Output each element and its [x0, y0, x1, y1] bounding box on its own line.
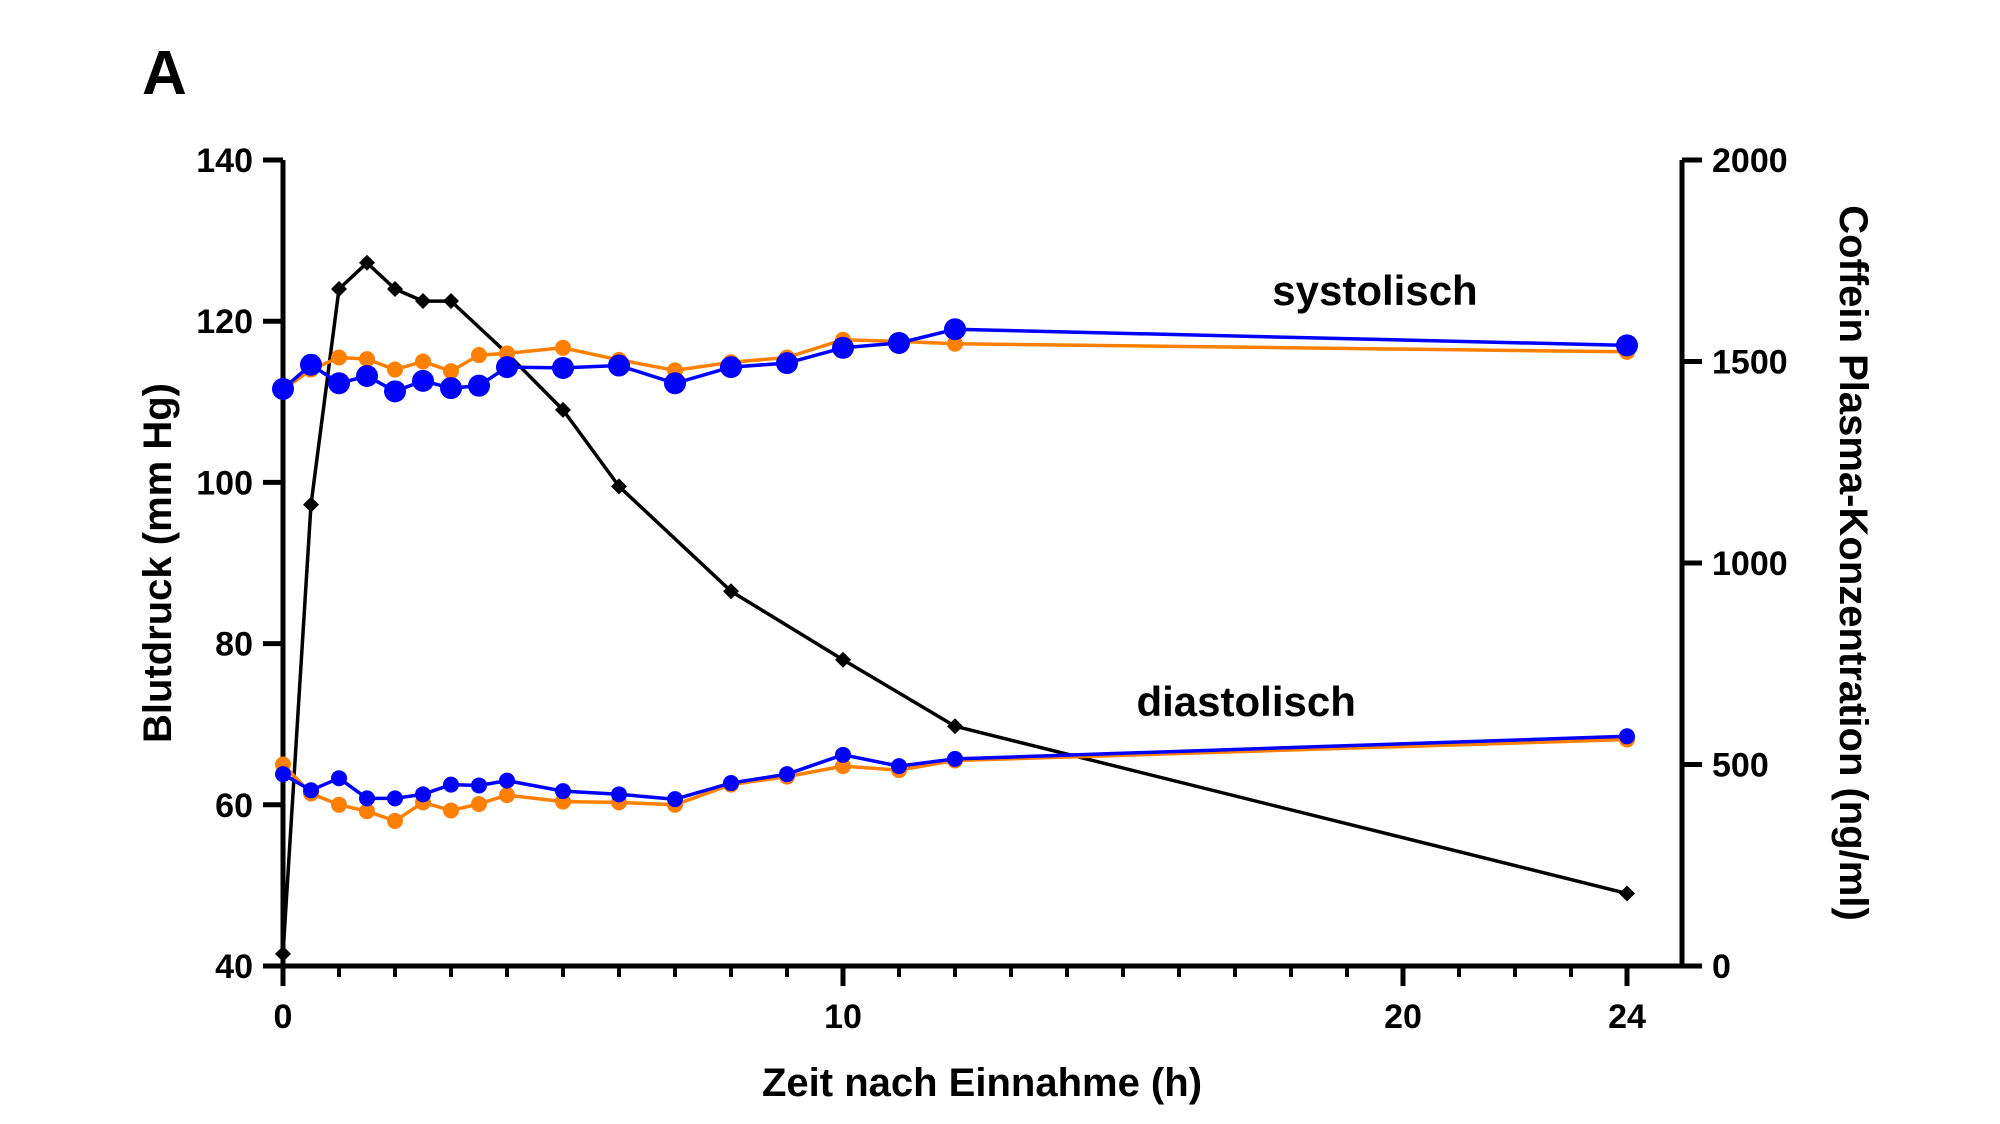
data-point — [443, 363, 459, 380]
y-axis-right-title: Coffein Plasma-Konzentration (ng/ml) — [1831, 205, 1875, 921]
data-point — [387, 361, 403, 378]
data-point — [468, 374, 490, 397]
data-point — [555, 339, 571, 356]
data-point — [415, 786, 431, 803]
data-point — [359, 254, 375, 271]
data-point — [387, 790, 403, 807]
data-point — [272, 377, 294, 400]
data-point — [356, 365, 378, 388]
data-point — [275, 766, 291, 783]
data-point — [1619, 885, 1635, 902]
data-point — [415, 293, 431, 310]
series-line — [281, 261, 1628, 955]
data-point — [331, 280, 347, 297]
x-tick-label: 24 — [1608, 998, 1646, 1036]
data-point — [832, 336, 854, 359]
data-point — [891, 758, 907, 775]
data-point — [611, 478, 627, 495]
y-left-tick-label: 60 — [215, 787, 253, 825]
data-point — [328, 372, 350, 395]
data-point — [496, 356, 518, 379]
annotation-1: diastolisch — [1136, 678, 1355, 725]
y-left-tick-label: 120 — [196, 303, 253, 341]
data-point — [359, 351, 375, 368]
data-point — [471, 347, 487, 364]
data-point — [471, 777, 487, 794]
data-point — [776, 352, 798, 375]
y-right-tick-label: 500 — [1712, 747, 1769, 785]
data-point — [387, 812, 403, 829]
x-tick-label: 10 — [824, 998, 862, 1036]
series-0 — [275, 254, 1635, 962]
data-point — [723, 775, 739, 792]
data-point — [443, 776, 459, 793]
data-point — [415, 353, 431, 370]
data-point — [779, 766, 795, 783]
data-point — [608, 354, 630, 377]
y-right-tick-label: 1500 — [1712, 344, 1788, 382]
data-point — [443, 802, 459, 819]
data-point — [555, 401, 571, 418]
data-point — [1616, 334, 1638, 357]
data-point — [384, 380, 406, 403]
y-left-tick-label: 80 — [215, 626, 253, 664]
series-2 — [272, 318, 1638, 403]
panel-label: A — [142, 39, 187, 108]
annotation-0: systolisch — [1272, 267, 1477, 314]
y-right-tick-label: 2000 — [1712, 142, 1788, 180]
y-axis-left-title: Blutdruck (mm Hg) — [136, 383, 180, 743]
data-point — [300, 353, 322, 376]
data-point — [331, 349, 347, 366]
ticks — [263, 157, 1702, 986]
data-point — [303, 496, 319, 513]
data-point — [947, 718, 963, 735]
data-point — [611, 786, 627, 803]
x-tick-label: 20 — [1384, 998, 1422, 1036]
y-left-tick-label: 40 — [215, 948, 253, 986]
data-point — [720, 356, 742, 379]
data-point — [412, 369, 434, 392]
data-point — [443, 293, 459, 310]
data-point — [359, 803, 375, 820]
y-left-tick-label: 140 — [196, 142, 253, 180]
x-axis-title: Zeit nach Einnahme (h) — [762, 1061, 1202, 1105]
data-point — [723, 583, 739, 600]
data-point — [835, 651, 851, 668]
data-point — [667, 791, 683, 808]
y-left-tick-label: 100 — [196, 464, 253, 502]
data-point — [440, 377, 462, 400]
data-point — [499, 772, 515, 789]
data-point — [387, 280, 403, 297]
labels: 0 10 20 24 40 60 80 100 120 140 0 500 1000 1500 2000 sy… — [196, 142, 1787, 1036]
series-layer — [272, 254, 1638, 962]
data-point — [499, 787, 515, 804]
series-4 — [275, 728, 1635, 808]
data-point — [835, 758, 851, 775]
data-point — [331, 796, 347, 813]
data-point — [888, 331, 910, 354]
data-point — [947, 750, 963, 767]
data-point — [835, 746, 851, 763]
data-point — [359, 790, 375, 807]
data-point — [552, 356, 574, 379]
data-point — [944, 318, 966, 341]
y-right-tick-label: 0 — [1712, 948, 1731, 986]
data-point — [947, 335, 963, 352]
data-point — [664, 372, 686, 395]
data-point — [275, 945, 291, 962]
x-tick-label: 0 — [274, 998, 293, 1036]
data-point — [331, 770, 347, 787]
data-point — [471, 795, 487, 812]
data-point — [555, 783, 571, 800]
data-point — [303, 782, 319, 799]
data-point — [1619, 728, 1635, 745]
y-right-tick-label: 1000 — [1712, 545, 1788, 583]
